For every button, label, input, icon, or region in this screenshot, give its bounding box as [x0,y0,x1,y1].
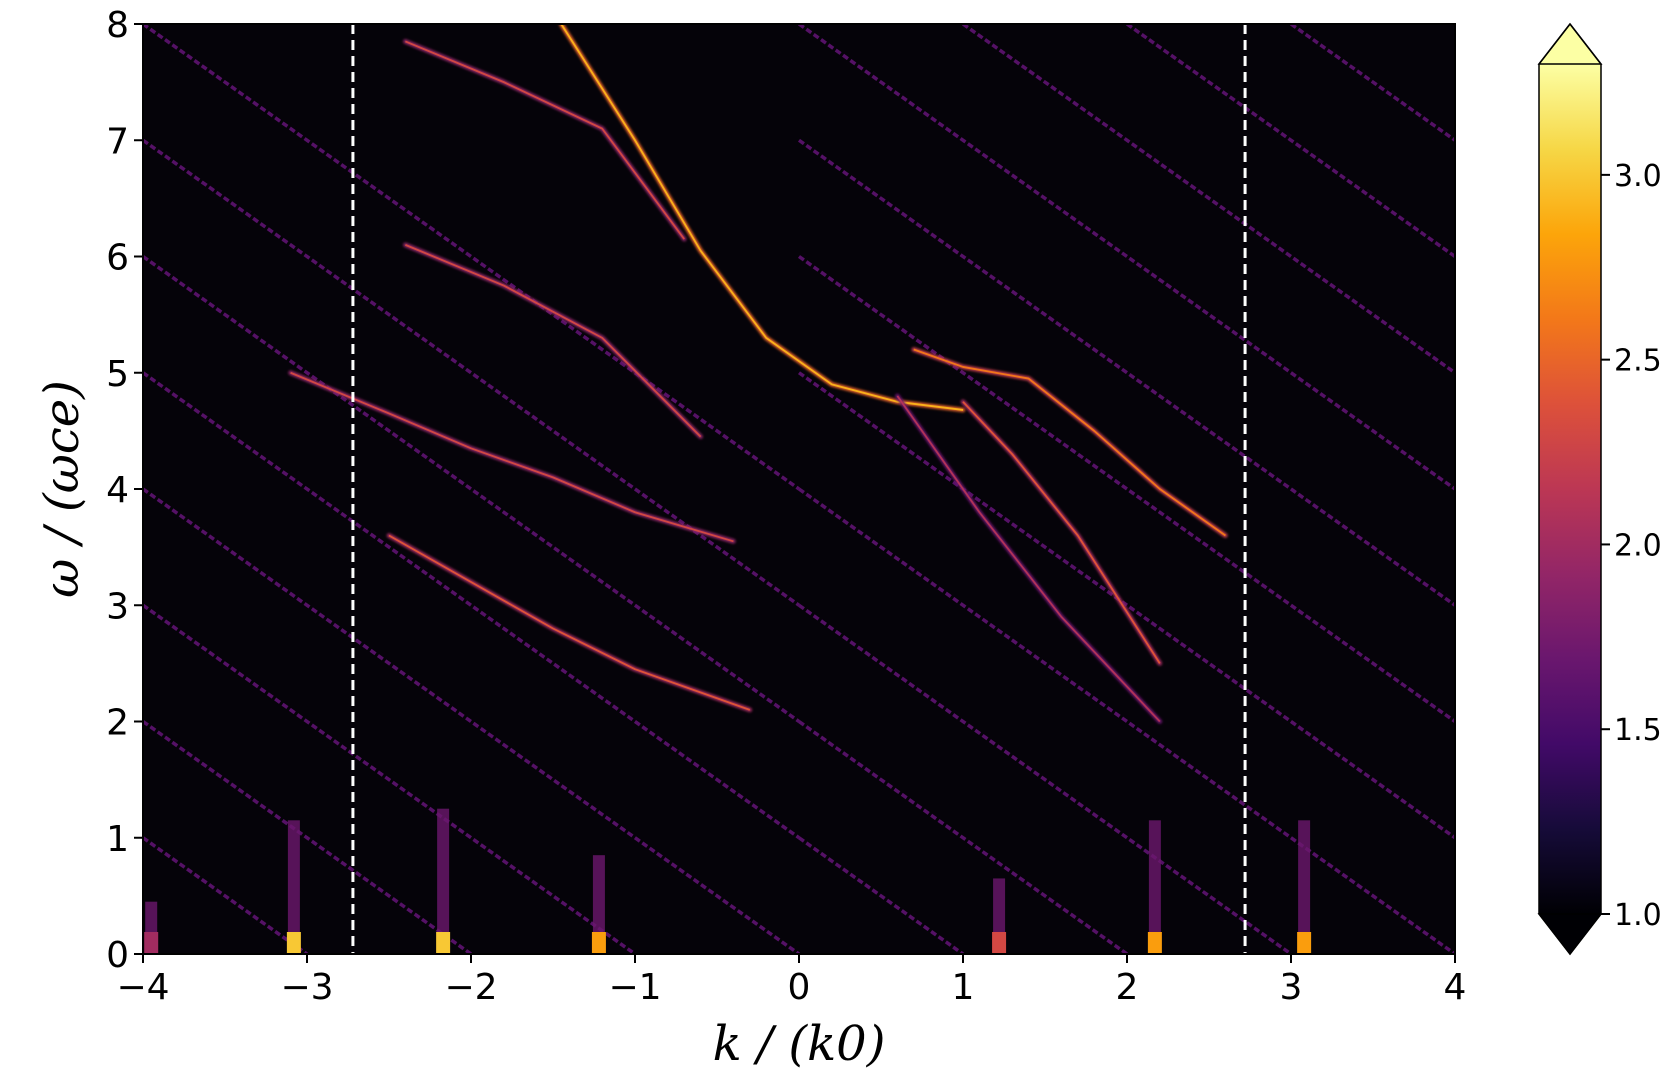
x-tick-label: −2 [444,967,497,1008]
dispersion-branch-core-1 [388,534,751,711]
right-harmonic-line-4 [797,371,1455,840]
dispersion-branch-core-7 [896,395,1161,723]
colorbar-tick-label: 2.5 [1614,344,1660,379]
colorbar-tick-label: 1.0 [1614,898,1660,933]
x-tick-label: −3 [280,967,333,1008]
x-tick-label: −1 [608,967,661,1008]
colorbar-ticks: 1.0 1.5 2.0 2.5 3.0 [1601,159,1660,933]
left-harmonic-line-0 [143,836,309,954]
left-harmonic-line-7 [143,24,801,491]
right-harmonic-line-6 [797,138,1455,607]
y-tick-label: 5 [106,354,129,395]
colorbar-tick-label: 1.5 [1614,713,1660,748]
x-tick-label: 1 [952,967,975,1008]
colorbar-extend-bottom [1537,913,1603,956]
dispersion-branch-core-4 [560,24,964,411]
hot-spot-column-2 [592,855,605,954]
colorbar-body [1539,64,1601,914]
plot-content [143,24,1455,954]
colorbar-outline [1538,23,1602,956]
y-axis-ticks: 0 1 2 3 4 5 6 7 8 [106,5,143,976]
hot-spot-core-3 [992,932,1007,954]
dispersion-branch-core-3 [405,40,685,240]
hot-spot-core-1 [436,932,451,954]
left-harmonic-line-1 [143,720,473,954]
x-tick-label: 4 [1444,967,1467,1008]
colorbar-tick-label: 2.0 [1614,528,1660,563]
y-tick-label: 1 [106,819,129,860]
left-harmonic-line-3 [143,487,801,954]
right-harmonic-line-8 [961,24,1455,375]
dispersion-branch-core-2 [405,244,702,438]
left-harmonic-line-5 [143,255,801,723]
dispersion-branch-core-5 [913,348,1226,537]
y-axis-label: ω / (ωce) [34,380,90,598]
y-tick-label: 0 [106,935,129,976]
hot-spot-core-4 [1147,932,1162,954]
y-tick-label: 4 [106,470,129,511]
x-tick-label: 0 [788,967,811,1008]
dashed-lines [351,24,1247,954]
right-harmonic-line-7 [797,24,1455,491]
dispersion-branch-core-0 [290,371,734,543]
y-tick-label: 6 [106,238,129,279]
x-tick-label: −4 [116,967,169,1008]
right-harmonic-line-3 [797,487,1455,954]
y-tick-label: 7 [106,121,129,162]
colorbar: 1.0 1.5 2.0 2.5 3.0 [1537,22,1660,956]
dispersion-branch-core-6 [962,401,1161,664]
x-tick-label: 3 [1280,967,1303,1008]
right-harmonic-line-1 [797,720,1129,954]
y-tick-label: 2 [106,703,129,744]
right-harmonic-line-0 [797,836,965,954]
colorbar-tick-label: 3.0 [1614,159,1660,194]
hot-spot-core-0 [286,932,301,954]
x-axis-label: k / (k0) [713,1016,886,1069]
colorbar-extend-top [1537,22,1603,65]
right-harmonic-line-10 [1289,24,1455,142]
hot-spot-column-4 [1148,820,1161,954]
y-tick-label: 3 [106,586,129,627]
x-tick-label: 2 [1116,967,1139,1008]
hot-spot-core-5 [1297,932,1312,954]
y-tick-label: 8 [106,5,129,46]
hot-spot-column-0 [287,820,300,954]
right-harmonic-line-2 [797,603,1293,954]
right-harmonic-line-9 [1125,24,1455,258]
left-harmonic-line-2 [143,603,637,954]
x-axis-ticks: −4 −3 −2 −1 0 1 2 3 4 [116,954,1466,1008]
left-harmonic-line-4 [143,371,801,840]
hot-spot-column-5 [1298,820,1311,954]
hot-spot-column-1 [437,808,450,954]
hot-spot-core-2 [591,932,606,954]
hot-spot-core-6 [144,932,159,954]
right-harmonic-line-5 [797,255,1455,723]
